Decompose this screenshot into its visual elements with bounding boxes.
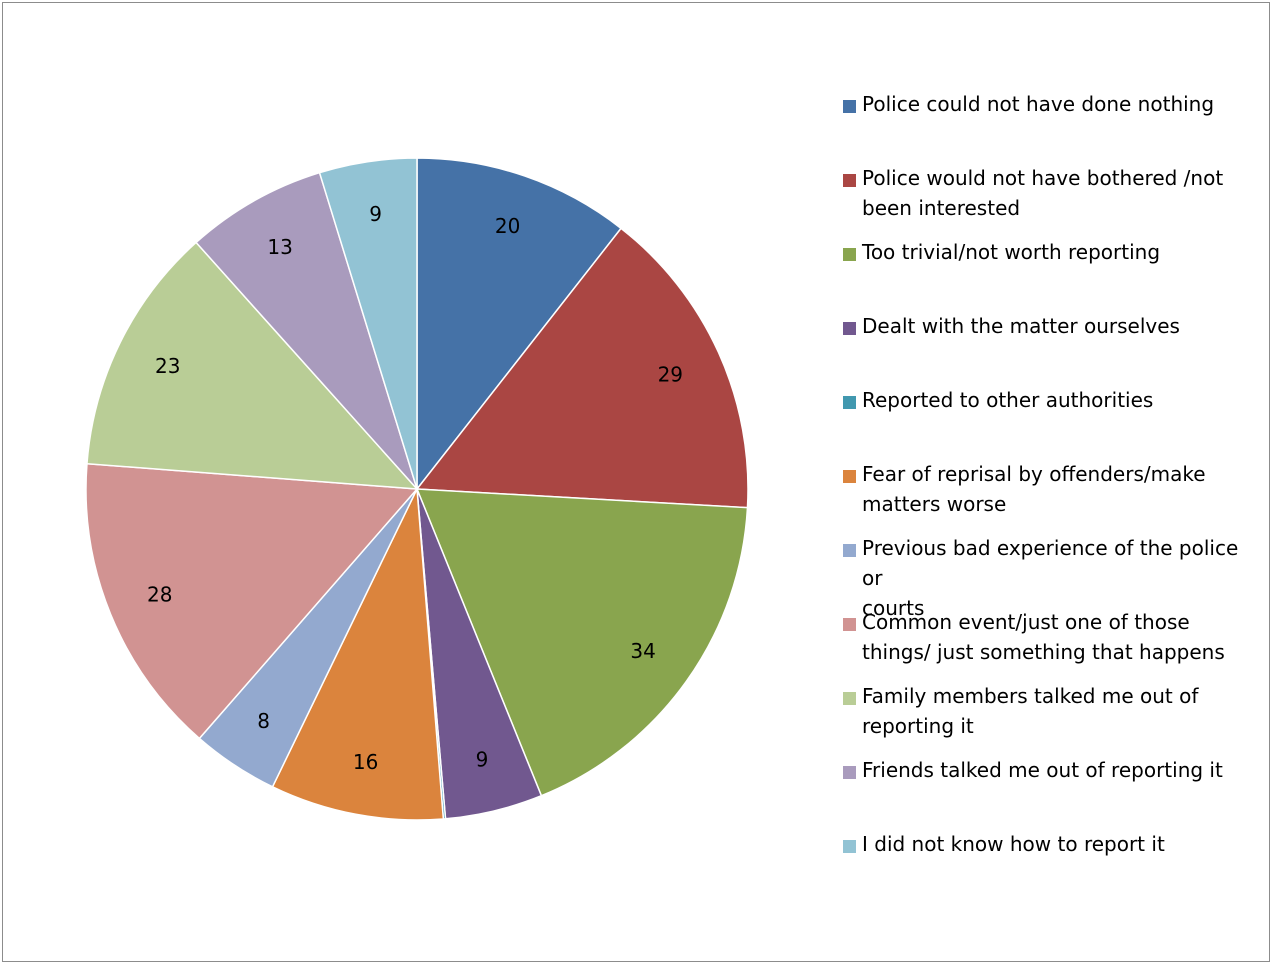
legend-label: Dealt with the matter ourselves: [862, 311, 1262, 341]
legend-swatch: [843, 840, 856, 853]
legend-label: Police would not have bothered /not been …: [862, 163, 1262, 223]
legend-item-6: Fear of reprisal by offenders/make matter…: [843, 459, 1262, 519]
legend-item-4: Dealt with the matter ourselves: [843, 311, 1262, 341]
data-label-3: 34: [630, 639, 655, 663]
legend-item-1: Police could not have done nothing: [843, 89, 1262, 119]
legend-swatch: [843, 174, 856, 187]
legend-item-3: Too trivial/not worth reporting: [843, 237, 1262, 267]
legend-swatch: [843, 322, 856, 335]
data-label-1: 20: [495, 214, 520, 238]
legend-item-11: I did not know how to report it: [843, 829, 1262, 859]
legend-label-line: Police would not have bothered /not: [862, 166, 1224, 190]
pie-slice-2: [415, 227, 749, 509]
legend-swatch: [843, 618, 856, 631]
legend-item-7: Previous bad experience of the police or…: [843, 533, 1262, 623]
data-label-8: 28: [147, 582, 172, 606]
legend-label-line: Previous bad experience of the police or: [862, 536, 1239, 590]
legend-label-line: Dealt with the matter ourselves: [862, 314, 1180, 338]
legend-item-5: Reported to other authorities: [843, 385, 1262, 415]
legend-swatch: [843, 544, 856, 557]
data-label-10: 13: [267, 235, 292, 259]
pie-slice-8: [85, 462, 419, 740]
legend-label-line: things/ just something that happens: [862, 640, 1225, 664]
data-label-6: 16: [353, 750, 378, 774]
legend-label-line: matters worse: [862, 492, 1007, 516]
pie-slice-3: [415, 488, 749, 797]
legend-item-2: Police would not have bothered /not been …: [843, 163, 1262, 223]
legend-swatch: [843, 100, 856, 113]
pie-slice-11: [318, 157, 418, 490]
legend-item-9: Family members talked me out of reporting…: [843, 681, 1262, 741]
pie-data-labels: 20 29 34 9 16 8 28 23 13 9: [147, 202, 683, 774]
legend-label: Fear of reprisal by offenders/make matter…: [862, 459, 1262, 519]
data-label-9: 23: [155, 354, 180, 378]
legend-label-line: I did not know how to report it: [862, 832, 1165, 856]
pie-slices: [85, 157, 749, 821]
legend-item-10: Friends talked me out of reporting it: [843, 755, 1262, 785]
legend-label: Friends talked me out of reporting it: [862, 755, 1262, 785]
legend-label: I did not know how to report it: [862, 829, 1262, 859]
legend-item-8: Common event/just one of those things/ ju…: [843, 607, 1262, 667]
legend-swatch: [843, 396, 856, 409]
legend-label-line: been interested: [862, 196, 1021, 220]
legend-label-line: Family members talked me out of: [862, 684, 1199, 708]
data-label-4: 9: [476, 747, 489, 771]
legend-label-line: Police could not have done nothing: [862, 92, 1215, 116]
pie-slice-1: [416, 157, 623, 492]
legend-label: Police could not have done nothing: [862, 89, 1262, 119]
data-label-2: 29: [658, 362, 683, 386]
legend-label: Family members talked me out of reporting…: [862, 681, 1262, 741]
legend-swatch: [843, 470, 856, 483]
legend-label-line: Reported to other authorities: [862, 388, 1154, 412]
data-label-7: 8: [257, 709, 270, 733]
legend-label: Reported to other authorities: [862, 385, 1262, 415]
legend-label-line: Common event/just one of those: [862, 610, 1190, 634]
legend-label-line: Too trivial/not worth reporting: [862, 240, 1161, 264]
legend-swatch: [843, 248, 856, 261]
legend-label: Too trivial/not worth reporting: [862, 237, 1262, 267]
pie-chart: 20 29 34 9 16 8 28 23 13 9: [85, 157, 749, 821]
legend-swatch: [843, 692, 856, 705]
legend-swatch: [843, 766, 856, 779]
legend-label: Common event/just one of those things/ ju…: [862, 607, 1262, 667]
pie-slice-9: [86, 241, 419, 490]
pie-slice-10: [195, 171, 418, 490]
legend-label: Previous bad experience of the police or…: [862, 533, 1262, 623]
legend-label-line: Friends talked me out of reporting it: [862, 758, 1223, 782]
legend-label-line: courts: [862, 596, 925, 620]
legend-label-line: reporting it: [862, 714, 974, 738]
pie-slice-6: [271, 486, 445, 821]
legend-label-line: Fear of reprisal by offenders/make: [862, 462, 1206, 486]
data-label-11: 9: [369, 202, 382, 226]
